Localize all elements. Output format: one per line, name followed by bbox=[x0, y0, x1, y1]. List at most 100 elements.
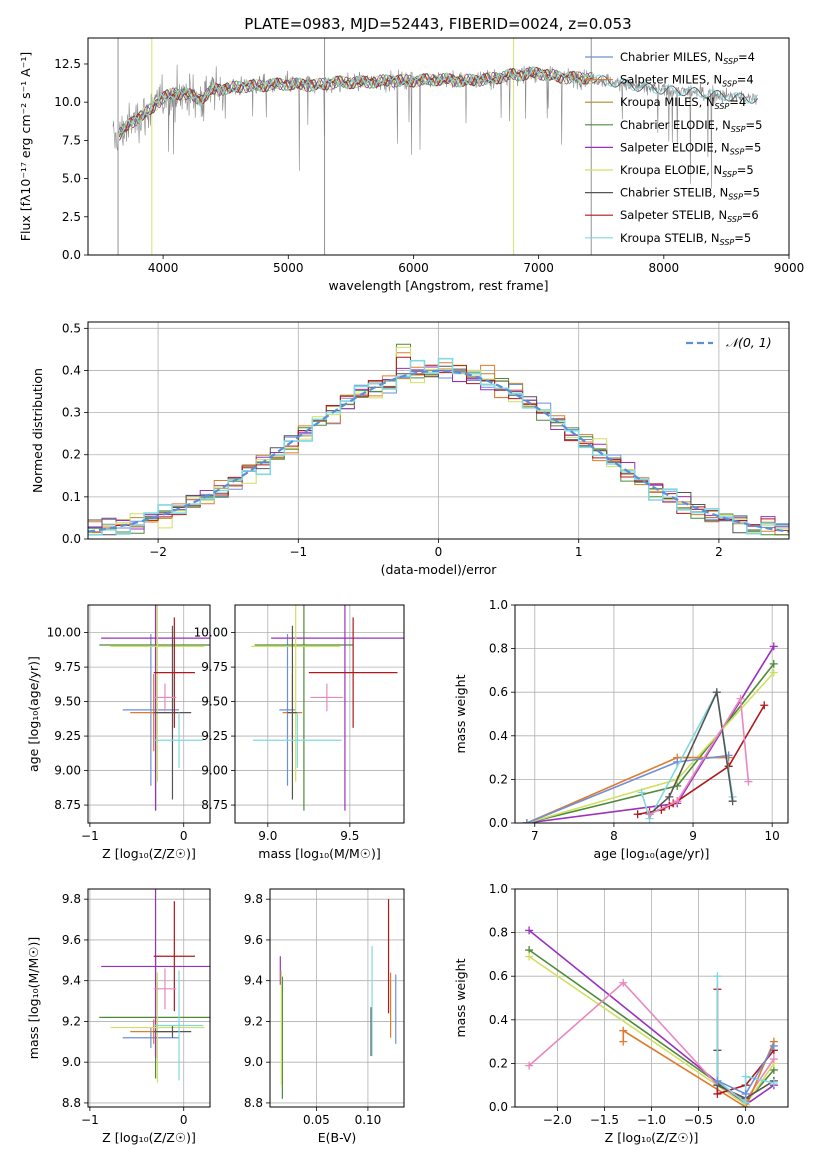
x-tick-label: 2 bbox=[715, 545, 723, 559]
weight-marker-chabrier_elodie bbox=[769, 659, 778, 668]
legend-label: Chabrier STELIB, NSSP=5 bbox=[620, 186, 760, 202]
y-tick-label: 9.6 bbox=[244, 933, 263, 947]
plot-area bbox=[525, 926, 778, 1107]
legend-label-sub: SSP bbox=[730, 147, 745, 156]
y-tick-label: 0.6 bbox=[489, 685, 508, 699]
weight-marker-kroupa_elodie bbox=[525, 952, 534, 961]
model-line-salpeter_stelib bbox=[118, 66, 593, 138]
y-tick-label: 8.75 bbox=[201, 798, 228, 812]
legend-label: Kroupa ELODIE, NSSP=5 bbox=[620, 163, 754, 179]
x-tick-label: 0 bbox=[435, 545, 443, 559]
y-tick-label: 0.1 bbox=[62, 490, 81, 504]
x-axis-label: Z [log₁₀(Z/Z☉)] bbox=[102, 1130, 196, 1145]
model-line-chabrier_stelib bbox=[119, 67, 593, 141]
histogram-kroupa_stelib bbox=[88, 357, 789, 536]
x-tick-label: 0.0 bbox=[736, 1113, 755, 1127]
y-tick-label: 1.0 bbox=[489, 598, 508, 612]
legend-label-suffix: =5 bbox=[734, 231, 751, 245]
y-tick-label: 9.8 bbox=[244, 892, 263, 906]
weight-marker-extra_pink bbox=[525, 1061, 534, 1070]
weight-marker-kroupa_stelib bbox=[741, 1098, 750, 1107]
y-tick-label: 0.0 bbox=[62, 248, 81, 262]
y-axis-label: mass weight bbox=[453, 674, 468, 753]
legend-label: Salpeter MILES, NSSP=4 bbox=[620, 73, 754, 89]
axes-frame bbox=[87, 604, 211, 824]
x-tick-label: 6000 bbox=[398, 261, 429, 275]
x-tick-label: −2.0 bbox=[543, 1113, 572, 1127]
legend-label-suffix: =4 bbox=[729, 95, 746, 109]
weight-marker-salpeter_miles bbox=[619, 1037, 628, 1046]
weight-marker-kroupa_stelib bbox=[637, 788, 646, 797]
plot-area bbox=[99, 889, 210, 1083]
panel-residuals: −2 −1 0 1 2 0.0 0.1 0.2 0.3 0.4 0.5 (data-model)/er… bbox=[30, 321, 790, 577]
legend-label-main: Salpeter STELIB, N bbox=[620, 208, 727, 222]
x-axis-label: age [log₁₀(age/yr)] bbox=[594, 846, 710, 861]
y-tick-label: 9.0 bbox=[244, 1055, 263, 1069]
weight-marker-kroupa_stelib bbox=[713, 972, 722, 981]
y-tick-label: 9.4 bbox=[244, 974, 263, 988]
x-axis-label: (data-model)/error bbox=[381, 562, 498, 577]
axes-frame bbox=[87, 888, 211, 1108]
y-tick-label: 9.50 bbox=[54, 695, 81, 709]
y-tick-label: 9.2 bbox=[62, 1014, 81, 1028]
panels: 4000 5000 6000 7000 8000 90000.02.55.07.510.0… bbox=[18, 37, 805, 1145]
y-tick-label: 2.5 bbox=[62, 210, 81, 224]
weight-line-salpeter_miles bbox=[622, 1029, 775, 1107]
weight-marker-chabrier_miles bbox=[522, 819, 531, 823]
legend-label-main: Kroupa ELODIE, N bbox=[620, 163, 722, 177]
legend-label-sub: SSP bbox=[720, 238, 735, 247]
weight-marker-chabrier_miles bbox=[713, 1076, 722, 1085]
weight-marker-salpeter_stelib bbox=[713, 1089, 722, 1098]
legend-label: Chabrier MILES, NSSP=4 bbox=[620, 50, 755, 66]
y-tick-label: 10.00 bbox=[47, 626, 81, 640]
panel-mass_vs_Z: −1 0 8.8 9.0 9.2 9.4 9.6 9.8 Z [log₁₀(Z/Z☉)] mass… bbox=[26, 888, 211, 1145]
y-tick-label: 0.8 bbox=[489, 642, 508, 656]
weight-marker-salpeter_elodie bbox=[769, 642, 778, 651]
x-tick-label: 0.10 bbox=[355, 1113, 382, 1127]
plot-area bbox=[99, 605, 210, 811]
panel-age_vs_Z: −1 0 8.75 9.00 9.25 9.50 9.75 10.00 Z [log₁₀(Z/Z… bbox=[26, 604, 211, 861]
weight-marker-kroupa_stelib bbox=[769, 1079, 778, 1088]
y-tick-label: 0.2 bbox=[489, 1056, 508, 1070]
axes-frame bbox=[269, 888, 405, 1108]
normal-curve bbox=[88, 369, 789, 533]
legend-label-main: Salpeter MILES, N bbox=[620, 73, 722, 87]
x-tick-label: 0.05 bbox=[303, 1113, 330, 1127]
weight-marker-extra_pink bbox=[769, 1055, 778, 1064]
x-tick-label: 9000 bbox=[774, 261, 805, 275]
panel-weight_vs_Z: −2.0 −1.5 −1.0 −0.5 0.0 0.0 0.2 0.4 0.6 0.8 1.0 Z [… bbox=[453, 882, 789, 1145]
legend-label-suffix: =4 bbox=[737, 73, 754, 87]
weight-line-extra_pink bbox=[649, 696, 750, 816]
x-axis-label: mass [log₁₀(M/M☉)] bbox=[258, 846, 380, 861]
legend-label: Salpeter ELODIE, NSSP=5 bbox=[620, 140, 761, 156]
legend-label-sub: SSP bbox=[731, 125, 746, 134]
x-tick-label: 1 bbox=[575, 545, 583, 559]
legend-label: Kroupa MILES, NSSP=4 bbox=[620, 95, 746, 111]
weight-marker-extra_pink bbox=[736, 694, 745, 703]
legend-label-suffix: =5 bbox=[737, 163, 754, 177]
y-tick-label: 7.5 bbox=[62, 133, 81, 147]
weight-marker-kroupa_elodie bbox=[769, 668, 778, 677]
x-tick-label: 0 bbox=[180, 829, 188, 843]
y-tick-label: 0.6 bbox=[489, 969, 508, 983]
legend-label-main: Salpeter ELODIE, N bbox=[620, 140, 730, 154]
y-tick-label: 9.75 bbox=[201, 660, 228, 674]
x-tick-label: 0 bbox=[180, 1113, 188, 1127]
x-tick-label: −1 bbox=[289, 545, 307, 559]
legend-label-main: Chabrier STELIB, N bbox=[620, 186, 728, 200]
plot-area bbox=[279, 899, 397, 1099]
y-axis-label: age [log₁₀(age/yr)] bbox=[26, 656, 41, 772]
legend-label: Kroupa STELIB, NSSP=5 bbox=[620, 231, 751, 247]
legend-label-main: Chabrier ELODIE, N bbox=[620, 118, 731, 132]
plot-area bbox=[522, 642, 778, 823]
y-tick-label: 9.00 bbox=[54, 764, 81, 778]
y-tick-label: 9.0 bbox=[62, 1055, 81, 1069]
x-tick-label: −1 bbox=[81, 829, 99, 843]
x-tick-label: −2 bbox=[149, 545, 167, 559]
legend-label-suffix: =4 bbox=[738, 50, 755, 64]
y-tick-label: 0.2 bbox=[62, 448, 81, 462]
legend-label-sub: SSP bbox=[728, 193, 743, 202]
y-tick-label: 9.25 bbox=[54, 729, 81, 743]
y-tick-label: 10.0 bbox=[54, 95, 81, 109]
